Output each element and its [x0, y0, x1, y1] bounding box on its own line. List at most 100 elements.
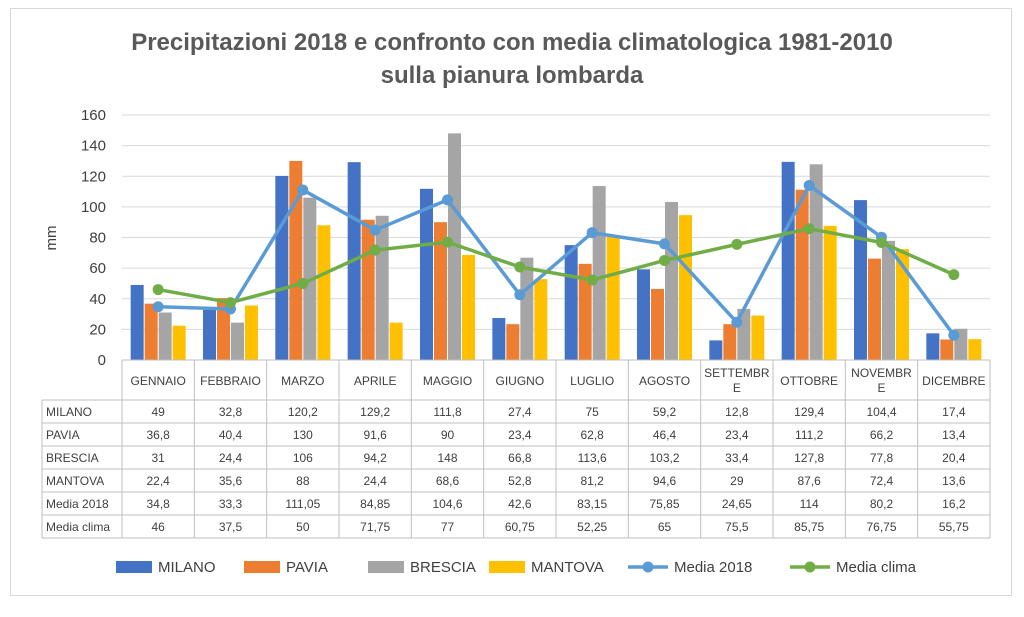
table-cell: 20,4	[942, 451, 966, 465]
table-cell: 129,4	[794, 405, 824, 419]
category-label: E	[733, 381, 741, 395]
table-cell: 75	[585, 405, 599, 419]
bar	[781, 161, 795, 360]
table-cell: 72,4	[870, 474, 894, 488]
table-row-label: PAVIA	[46, 428, 80, 442]
bar	[462, 254, 475, 360]
category-label: GENNAIO	[130, 374, 185, 388]
bar	[823, 225, 837, 360]
bar	[606, 235, 620, 360]
table-cell: 34,8	[146, 497, 170, 511]
bar	[968, 339, 982, 360]
category-label: FEBBRAIO	[200, 374, 261, 388]
bar	[651, 288, 664, 360]
bar	[520, 257, 534, 360]
table-cell: 81,2	[580, 474, 604, 488]
line-point	[803, 179, 815, 191]
bar	[751, 315, 765, 360]
bar	[144, 303, 158, 360]
legend-swatch	[368, 561, 404, 573]
table-cell: 148	[437, 451, 457, 465]
table-row-label: MILANO	[46, 405, 92, 419]
table-cell: 23,4	[725, 428, 749, 442]
table-cell: 84,85	[360, 497, 390, 511]
table-cell: 62,8	[580, 428, 604, 442]
bar	[709, 340, 723, 360]
line-point	[297, 277, 309, 289]
line-point	[876, 236, 887, 248]
table-cell: 31	[151, 451, 165, 465]
table-cell: 22,4	[146, 474, 170, 488]
table-cell: 88	[296, 474, 310, 488]
bar	[158, 312, 172, 360]
bar	[534, 279, 548, 360]
table-cell: 29	[730, 474, 744, 488]
chart-title-line: Precipitazioni 2018 e confronto con medi…	[131, 29, 893, 56]
category-label: AGOSTO	[639, 374, 690, 388]
legend-label: BRESCIA	[410, 559, 476, 576]
table-cell: 42,6	[508, 497, 532, 511]
legend-marker	[804, 561, 816, 573]
bar	[637, 269, 650, 360]
table-cell: 27,4	[508, 405, 532, 419]
table-cell: 75,85	[649, 497, 679, 511]
line-point	[948, 329, 960, 341]
bar	[217, 298, 230, 360]
line-point	[731, 316, 743, 328]
bar	[275, 175, 289, 360]
table-cell: 52,8	[508, 474, 532, 488]
table-cell: 50	[296, 520, 310, 534]
line-point	[442, 194, 453, 206]
line-point	[152, 301, 164, 313]
table-cell: 33,4	[725, 451, 749, 465]
table-cell: 37,5	[219, 520, 243, 534]
table-cell: 129,2	[360, 405, 390, 419]
table-cell: 127,8	[794, 451, 824, 465]
table-cell: 83,15	[577, 497, 607, 511]
table-cell: 13,6	[942, 474, 966, 488]
bar	[448, 133, 461, 360]
line-point	[442, 236, 453, 248]
table-cell: 24,4	[363, 474, 387, 488]
table-cell: 66,2	[870, 428, 894, 442]
bar	[231, 322, 244, 360]
table-cell: 35,6	[219, 474, 243, 488]
legend-label: Media 2018	[674, 559, 752, 576]
table-cell: 65	[658, 520, 672, 534]
table-cell: 24,65	[722, 497, 752, 511]
bar	[665, 201, 678, 360]
line-point	[297, 184, 309, 196]
bar	[289, 160, 303, 360]
chart-frame	[10, 8, 1012, 596]
y-tick-label: 40	[89, 291, 106, 308]
line-point	[369, 244, 381, 256]
legend-label: PAVIA	[286, 559, 328, 576]
table-cell: 68,6	[436, 474, 460, 488]
table-cell: 60,75	[505, 520, 535, 534]
line-point	[659, 254, 670, 266]
legend-label: MANTOVA	[531, 559, 604, 576]
line-point	[225, 297, 236, 309]
legend-swatch	[244, 561, 280, 573]
bar	[506, 324, 520, 360]
category-label: DICEMBRE	[922, 374, 985, 388]
line-point	[514, 289, 526, 301]
category-label: LUGLIO	[570, 374, 614, 388]
table-cell: 24,4	[219, 451, 243, 465]
table-cell: 36,8	[146, 428, 170, 442]
legend-marker	[642, 561, 654, 573]
table-cell: 49	[151, 405, 165, 419]
line-point	[659, 238, 670, 250]
table-cell: 13,4	[942, 428, 966, 442]
bar	[882, 240, 895, 360]
bar	[172, 325, 186, 360]
table-cell: 85,75	[794, 520, 824, 534]
bar	[203, 309, 216, 360]
bar	[375, 215, 389, 360]
category-label: MAGGIO	[423, 374, 472, 388]
bar	[130, 284, 144, 360]
bar	[420, 188, 433, 360]
bar	[434, 222, 447, 360]
y-tick-label: 140	[81, 138, 106, 155]
table-row-label: BRESCIA	[46, 451, 99, 465]
